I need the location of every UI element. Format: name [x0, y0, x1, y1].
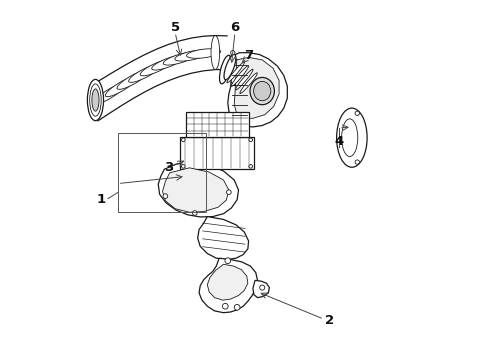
- Ellipse shape: [227, 62, 245, 83]
- Ellipse shape: [140, 59, 173, 76]
- Ellipse shape: [234, 305, 240, 310]
- FancyBboxPatch shape: [186, 112, 248, 137]
- Text: 7: 7: [244, 49, 253, 62]
- Text: 2: 2: [325, 314, 334, 327]
- Ellipse shape: [226, 190, 231, 194]
- Ellipse shape: [94, 83, 126, 104]
- Ellipse shape: [152, 55, 185, 70]
- Text: 3: 3: [164, 161, 173, 174]
- Ellipse shape: [90, 84, 101, 116]
- Ellipse shape: [240, 73, 257, 94]
- Polygon shape: [207, 264, 248, 300]
- Ellipse shape: [249, 138, 252, 141]
- Ellipse shape: [129, 64, 161, 82]
- Ellipse shape: [163, 52, 197, 65]
- Ellipse shape: [222, 303, 228, 309]
- Ellipse shape: [225, 258, 231, 264]
- Ellipse shape: [87, 80, 103, 121]
- Ellipse shape: [211, 36, 220, 69]
- Ellipse shape: [260, 285, 265, 290]
- Ellipse shape: [355, 160, 359, 164]
- Ellipse shape: [193, 211, 197, 215]
- Ellipse shape: [181, 165, 185, 168]
- Polygon shape: [199, 258, 258, 313]
- Polygon shape: [228, 53, 287, 127]
- Ellipse shape: [231, 50, 235, 55]
- Text: 6: 6: [230, 21, 240, 34]
- Ellipse shape: [117, 70, 149, 89]
- Ellipse shape: [355, 111, 359, 116]
- Polygon shape: [234, 57, 279, 118]
- Ellipse shape: [236, 69, 253, 90]
- Ellipse shape: [250, 77, 274, 105]
- FancyBboxPatch shape: [180, 137, 254, 169]
- Bar: [118, 134, 205, 212]
- Polygon shape: [197, 217, 248, 260]
- Ellipse shape: [249, 165, 252, 168]
- Polygon shape: [253, 280, 270, 298]
- Ellipse shape: [224, 54, 236, 80]
- Ellipse shape: [163, 194, 168, 198]
- Ellipse shape: [181, 138, 185, 141]
- Ellipse shape: [254, 81, 271, 101]
- Ellipse shape: [92, 89, 99, 111]
- Polygon shape: [158, 162, 239, 217]
- Text: 1: 1: [97, 193, 106, 206]
- Text: 4: 4: [334, 135, 343, 148]
- Ellipse shape: [175, 50, 209, 61]
- Polygon shape: [163, 168, 229, 212]
- Ellipse shape: [220, 55, 231, 84]
- Ellipse shape: [337, 108, 367, 167]
- Ellipse shape: [187, 49, 220, 58]
- Ellipse shape: [231, 66, 249, 86]
- Ellipse shape: [105, 76, 138, 97]
- Text: 5: 5: [171, 21, 180, 34]
